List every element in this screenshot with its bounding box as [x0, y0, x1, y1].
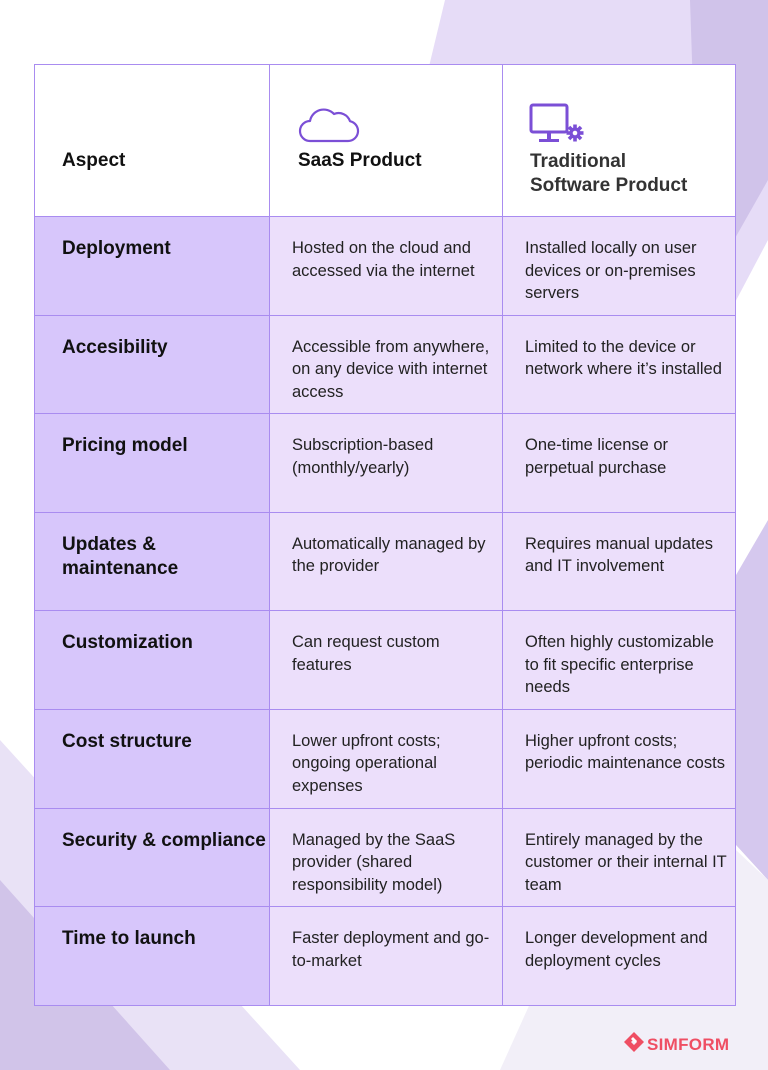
- aspect-cell: Pricing model: [34, 413, 270, 513]
- cloud-icon: [298, 107, 360, 148]
- traditional-cell: Longer development and deployment cycles: [502, 906, 736, 1006]
- saas-cell: Subscription-based (monthly/yearly): [269, 413, 503, 513]
- table-row: Time to launch Faster deployment and go-…: [34, 906, 736, 1006]
- header-saas-cell: SaaS Product: [269, 64, 503, 217]
- table-row: Deployment Hosted on the cloud and acces…: [34, 216, 736, 316]
- saas-cell: Managed by the SaaS provider (shared res…: [269, 807, 503, 908]
- monitor-gear-icon: [529, 103, 591, 152]
- saas-cell: Can request custom features: [269, 610, 503, 710]
- aspect-cell: Time to launch: [34, 906, 270, 1006]
- traditional-cell: Higher upfront costs; periodic maintenan…: [502, 708, 736, 809]
- simform-logo-icon: [624, 1032, 644, 1057]
- aspect-cell: Customization: [34, 610, 270, 710]
- table-row: Updates & maintenance Automatically mana…: [34, 511, 736, 612]
- comparison-table: Aspect SaaS Product: [34, 64, 736, 1006]
- header-aspect: Aspect: [62, 150, 126, 171]
- aspect-cell: Updates & maintenance: [34, 511, 270, 612]
- traditional-cell: Often highly customizable to fit specifi…: [502, 610, 736, 710]
- traditional-cell: Entirely managed by the customer or thei…: [502, 807, 736, 908]
- aspect-cell: Security & compliance: [34, 807, 270, 908]
- saas-cell: Hosted on the cloud and accessed via the…: [269, 216, 503, 316]
- aspect-cell: Cost structure: [34, 708, 270, 809]
- traditional-cell: Requires manual updates and IT involveme…: [502, 511, 736, 612]
- table-row: Pricing model Subscription-based (monthl…: [34, 413, 736, 513]
- header-row: Aspect SaaS Product: [34, 64, 736, 217]
- saas-cell: Faster deployment and go-to-market: [269, 906, 503, 1006]
- table-row: Cost structure Lower upfront costs; ongo…: [34, 708, 736, 809]
- traditional-cell: One-time license or perpetual purchase: [502, 413, 736, 513]
- header-traditional: Traditional Software Product: [530, 151, 688, 196]
- saas-cell: Lower upfront costs; ongoing operational…: [269, 708, 503, 809]
- header-traditional-cell: Traditional Software Product: [502, 64, 736, 217]
- saas-cell: Automatically managed by the provider: [269, 511, 503, 612]
- traditional-cell: Limited to the device or network where i…: [502, 314, 736, 415]
- aspect-cell: Accesibility: [34, 314, 270, 415]
- header-aspect-cell: Aspect: [34, 64, 270, 217]
- table-row: Security & compliance Managed by the Saa…: [34, 807, 736, 908]
- aspect-cell: Deployment: [34, 216, 270, 316]
- simform-logo-text: SIMFORM: [647, 1034, 730, 1054]
- saas-cell: Accessible from anywhere, on any device …: [269, 314, 503, 415]
- simform-logo: SIMFORM: [624, 1032, 729, 1057]
- traditional-cell: Installed locally on user devices or on-…: [502, 216, 736, 316]
- table-row: Accesibility Accessible from anywhere, o…: [34, 314, 736, 415]
- header-saas: SaaS Product: [298, 150, 422, 171]
- table-row: Customization Can request custom feature…: [34, 610, 736, 710]
